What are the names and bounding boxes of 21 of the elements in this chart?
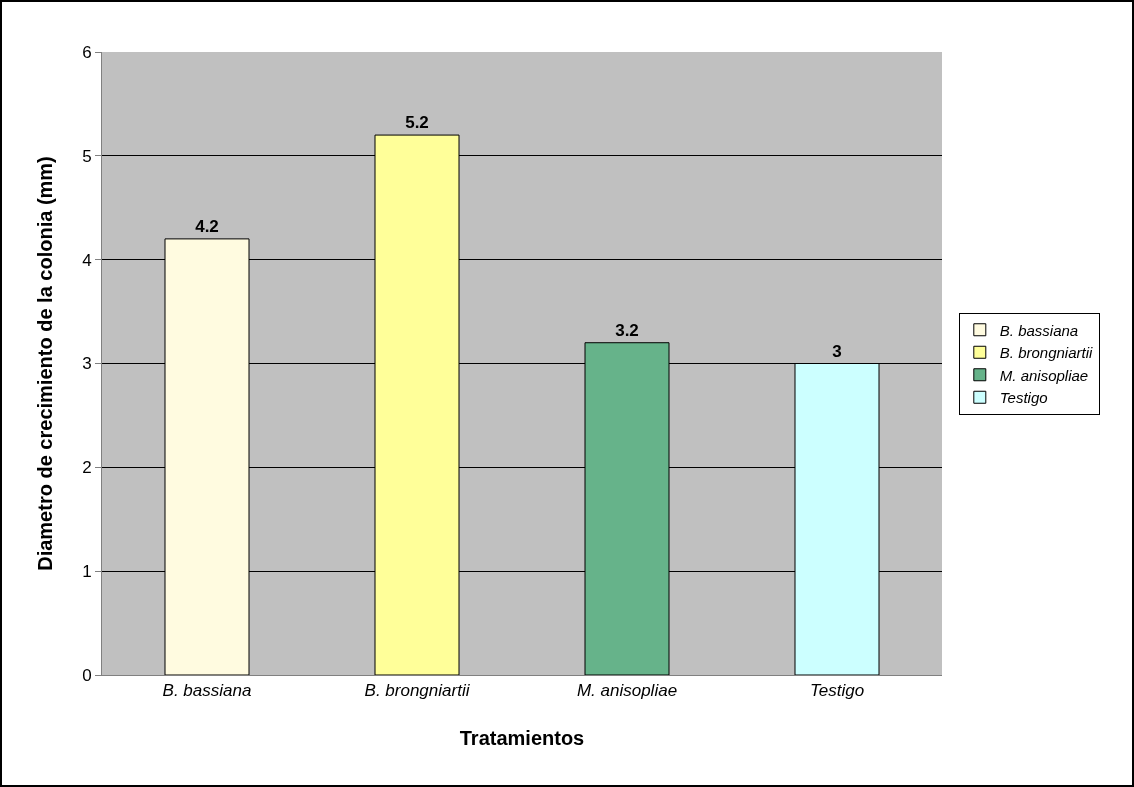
y-tick-label: 6: [82, 42, 92, 62]
x-tick-label: M. anisopliae: [576, 681, 678, 701]
y-tick-label: 5: [82, 146, 92, 166]
data-label: 3: [832, 341, 842, 361]
data-label: 5.2: [405, 113, 429, 133]
x-tick-label: Testigo: [809, 681, 865, 701]
y-tick-label: 2: [82, 458, 92, 478]
legend-label: M. anisopliae: [999, 366, 1089, 384]
y-tick-label: 3: [82, 354, 92, 374]
x-tick-label: B. brongniartii: [364, 681, 471, 701]
legend-label: Testigo: [999, 389, 1048, 407]
data-label: 4.2: [195, 216, 219, 236]
x-tick-label: B. bassiana: [162, 681, 252, 701]
y-tick-label: 0: [82, 665, 92, 685]
y-axis-title: Diametro de crecimiento de la colonia (mm): [34, 156, 56, 571]
y-tick-label: 4: [82, 250, 92, 270]
legend-label: B. bassiana: [999, 321, 1079, 339]
y-tick-label: 1: [82, 562, 92, 582]
legend-label: B. brongniartii: [999, 344, 1094, 362]
data-label: 3.2: [615, 320, 639, 340]
x-axis-title: Tratamientos: [459, 727, 585, 749]
